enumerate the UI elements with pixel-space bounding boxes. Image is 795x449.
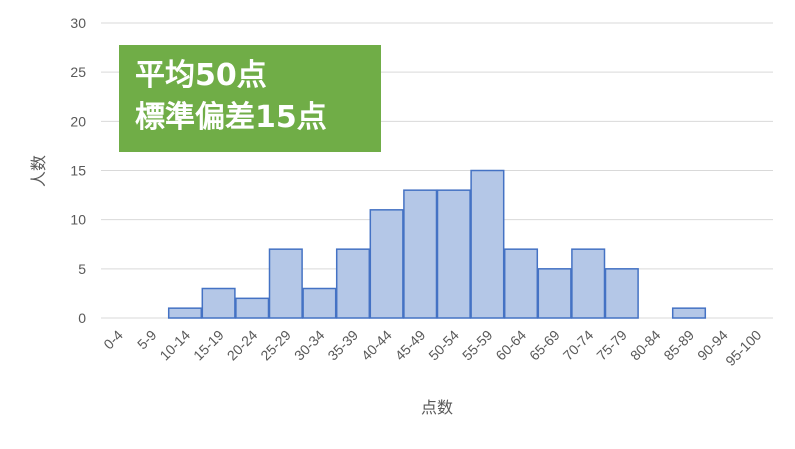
x-tick-label: 45-49 bbox=[392, 327, 429, 364]
y-tick-label: 25 bbox=[70, 64, 86, 80]
histogram-bar bbox=[167, 307, 203, 319]
histogram-bar bbox=[201, 287, 236, 319]
std-dev-label: 標準偏差15点 bbox=[135, 100, 327, 135]
y-tick-labels: 0 5 10 15 20 25 30 bbox=[70, 15, 86, 326]
histogram-bar bbox=[470, 169, 505, 319]
x-tick-label: 80-84 bbox=[627, 327, 664, 364]
x-axis-title: 点数 bbox=[421, 398, 453, 417]
histogram-bar bbox=[302, 287, 337, 319]
histogram-bar bbox=[403, 189, 438, 319]
y-tick-label: 5 bbox=[78, 261, 86, 277]
histogram-bar bbox=[604, 268, 639, 319]
x-tick-label: 25-29 bbox=[257, 327, 294, 364]
mean-label: 平均50点 bbox=[135, 58, 267, 93]
y-tick-label: 30 bbox=[70, 15, 86, 31]
y-axis-title: 人数 bbox=[29, 155, 48, 187]
x-tick-label: 15-19 bbox=[190, 327, 227, 364]
y-tick-label: 15 bbox=[70, 163, 86, 179]
x-tick-label: 75-79 bbox=[593, 327, 630, 364]
histogram-bar bbox=[503, 248, 539, 319]
x-tick-label: 70-74 bbox=[560, 327, 597, 364]
histogram-bar bbox=[335, 248, 371, 319]
histogram-bar bbox=[235, 297, 270, 319]
y-tick-label: 20 bbox=[70, 113, 86, 129]
histogram-bar bbox=[436, 189, 471, 319]
x-tick-label: 35-39 bbox=[324, 327, 361, 364]
x-tick-label: 20-24 bbox=[224, 327, 261, 364]
x-tick-label: 95-100 bbox=[722, 327, 764, 369]
x-tick-label: 55-59 bbox=[459, 327, 496, 364]
x-tick-label: 10-14 bbox=[156, 327, 193, 364]
y-tick-label: 0 bbox=[78, 310, 86, 326]
x-tick-label: 65-69 bbox=[526, 327, 563, 364]
x-tick-label: 85-89 bbox=[660, 327, 697, 364]
x-tick-label: 50-54 bbox=[425, 327, 462, 364]
histogram-bar bbox=[369, 209, 404, 319]
histogram-bar bbox=[268, 248, 303, 319]
histogram-bar bbox=[671, 307, 707, 319]
x-tick-label: 5-9 bbox=[134, 327, 160, 353]
x-tick-labels: 0-4 5-910-1415-1920-2425-2930-3435-3940-4… bbox=[100, 327, 764, 369]
x-tick-label: 0-4 bbox=[100, 327, 126, 353]
x-tick-label: 60-64 bbox=[492, 327, 529, 364]
statistics-annotation-box: 平均50点 標準偏差15点 bbox=[119, 45, 381, 152]
x-tick-label: 30-34 bbox=[291, 327, 328, 364]
histogram-bar bbox=[537, 268, 572, 319]
bars bbox=[167, 169, 707, 319]
x-tick-label: 40-44 bbox=[358, 327, 395, 364]
y-tick-label: 10 bbox=[70, 212, 86, 228]
histogram-bar bbox=[571, 248, 606, 319]
